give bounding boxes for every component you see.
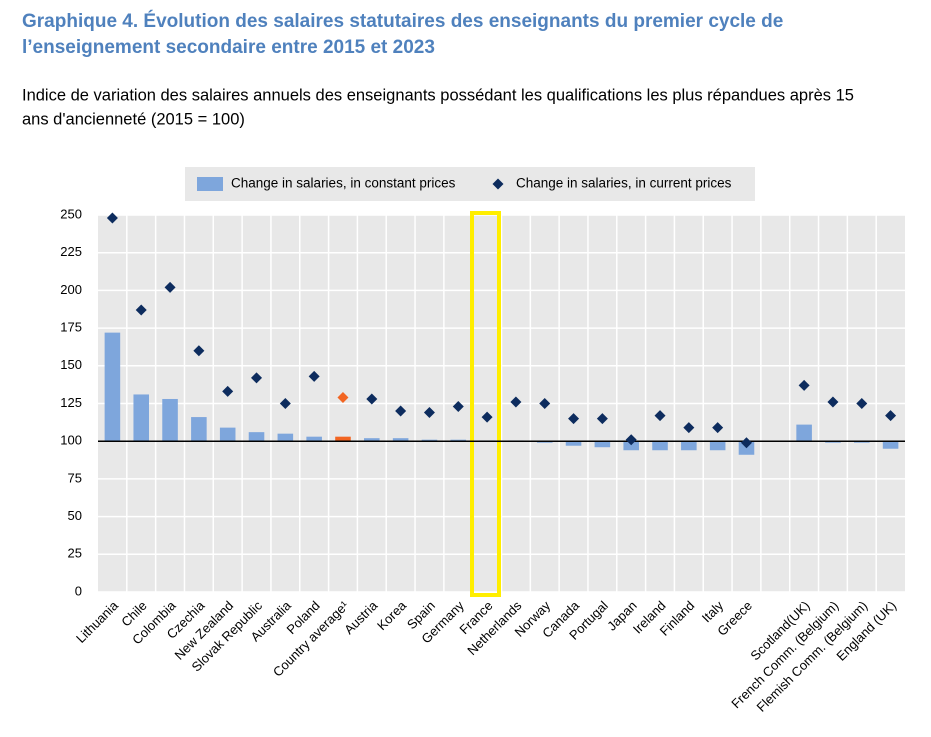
diamond-marker <box>625 434 637 446</box>
diamond-marker <box>683 422 695 434</box>
legend-box <box>185 167 755 201</box>
bar <box>364 438 380 442</box>
diamond-marker <box>337 391 349 403</box>
y-tick-label: 25 <box>68 546 82 561</box>
bar <box>421 439 438 442</box>
bar <box>709 441 726 451</box>
diamond-marker <box>251 372 263 384</box>
diamond-marker <box>135 304 147 316</box>
y-tick-label: 0 <box>75 583 82 598</box>
bar <box>335 436 351 442</box>
x-tick-label: Austria <box>341 597 381 637</box>
bar <box>796 424 812 442</box>
diamond-marker <box>596 413 608 425</box>
bar <box>565 441 582 446</box>
bar <box>306 436 322 442</box>
bar <box>882 441 899 449</box>
x-tick-label: Lithuania <box>73 597 121 645</box>
legend-swatch <box>197 177 223 191</box>
x-tick-label: Korea <box>374 597 410 633</box>
y-tick-label: 100 <box>60 433 82 448</box>
diamond-marker <box>856 398 868 409</box>
bar <box>623 441 639 451</box>
bar <box>652 441 668 451</box>
diamond-marker <box>885 410 897 422</box>
diamond-marker <box>193 345 205 357</box>
diamond-marker <box>510 396 522 408</box>
bar <box>162 398 178 442</box>
diamond-marker <box>423 407 435 419</box>
x-tick-label: Flemish Comm. (Belgium) <box>753 598 870 715</box>
y-tick-label: 200 <box>60 282 82 297</box>
diamond-marker <box>539 398 551 409</box>
diamond-marker <box>798 379 810 391</box>
diamond-marker <box>827 396 839 408</box>
bar <box>825 441 841 443</box>
diamond-marker <box>106 212 118 224</box>
chart-title: l’enseignement secondaire entre 2015 et … <box>22 37 435 58</box>
bar <box>248 432 265 442</box>
diamond-marker <box>481 411 493 423</box>
bar <box>219 427 236 442</box>
chart-subtitle: ans d'ancienneté (2015 = 100) <box>22 110 245 128</box>
bar <box>191 417 207 442</box>
highlight-box <box>470 211 501 597</box>
bar <box>392 438 409 442</box>
y-tick-label: 125 <box>60 395 82 410</box>
bar <box>536 441 553 443</box>
bar <box>594 441 611 448</box>
diamond-marker <box>740 437 752 449</box>
diamond-marker <box>308 370 320 382</box>
diamond-marker <box>222 385 234 397</box>
diamond-marker <box>654 410 666 422</box>
diamond-marker <box>568 413 580 425</box>
bar <box>104 332 121 442</box>
bar <box>450 439 467 442</box>
bar <box>681 441 697 451</box>
bar <box>277 433 294 442</box>
y-tick-label: 50 <box>68 508 82 523</box>
diamond-marker <box>366 393 378 405</box>
legend-swatch <box>492 178 504 190</box>
y-tick-label: 150 <box>60 357 82 372</box>
bar <box>133 394 150 442</box>
diamond-marker <box>164 281 176 293</box>
chart-subtitle: Indice de variation des salaires annuels… <box>22 86 854 104</box>
legend-label: Change in salaries, in constant prices <box>231 176 456 191</box>
legend-label: Change in salaries, in current prices <box>516 176 732 191</box>
bar <box>853 441 870 443</box>
diamond-marker <box>452 401 464 413</box>
y-tick-label: 225 <box>60 244 82 259</box>
diamond-marker <box>279 398 291 409</box>
y-tick-label: 175 <box>60 320 82 335</box>
diamond-marker <box>395 405 407 417</box>
y-tick-label: 75 <box>68 470 82 485</box>
diamond-marker <box>712 422 724 434</box>
y-tick-label: 250 <box>60 206 82 221</box>
chart-title: Graphique 4. Évolution des salaires stat… <box>22 10 783 32</box>
